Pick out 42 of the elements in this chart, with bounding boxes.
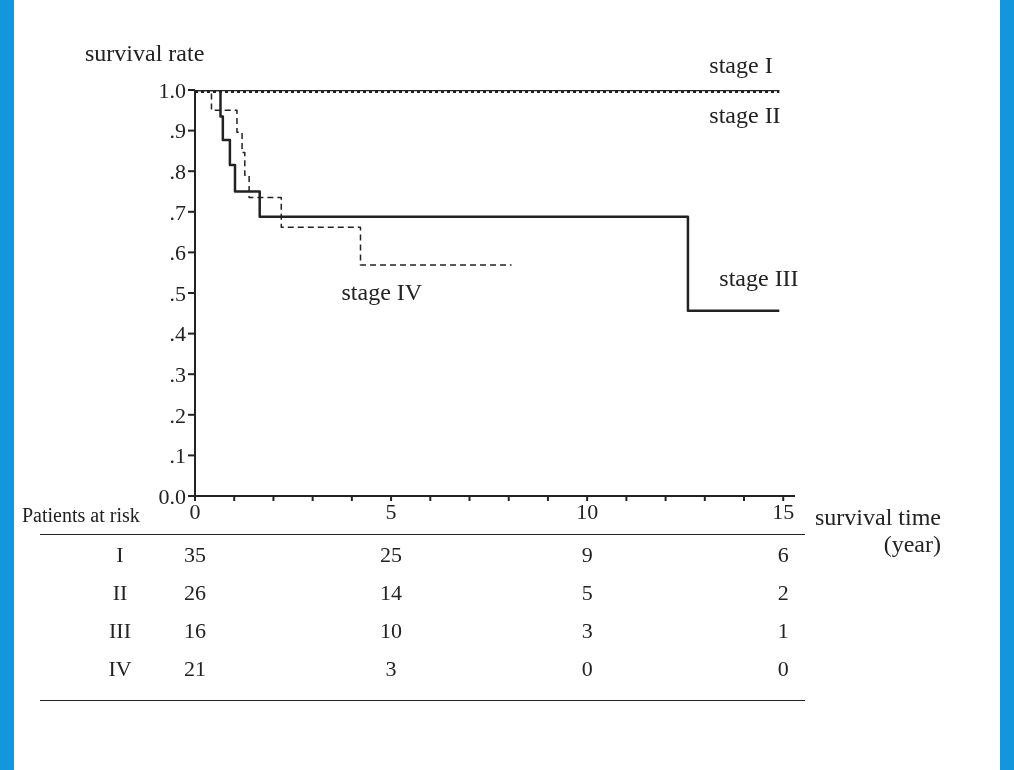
text: 9 xyxy=(580,542,594,568)
text: 35 xyxy=(183,542,207,568)
y-tick-label: 1.0 xyxy=(158,77,186,103)
y-tick-label: .7 xyxy=(169,199,186,225)
text: III xyxy=(108,618,132,644)
text: 26 xyxy=(183,580,207,606)
text: 14 xyxy=(379,580,404,606)
text: 25 xyxy=(379,542,404,568)
x-tick-label: 10 xyxy=(576,498,599,524)
text: 0 xyxy=(776,656,790,682)
y-tick-label: .9 xyxy=(169,118,186,144)
text: I xyxy=(115,542,125,568)
text: 0 xyxy=(580,656,594,682)
x-tick-label: 15 xyxy=(772,498,795,524)
x-tick-label: 0 xyxy=(189,498,201,524)
y-axis-title: survival rate xyxy=(85,40,205,67)
y-tick-label: .8 xyxy=(169,159,186,185)
series-label: stage II xyxy=(709,102,781,129)
text: 5 xyxy=(580,580,594,606)
text: II xyxy=(111,580,129,606)
y-tick-label: .1 xyxy=(169,443,186,469)
text: 21 xyxy=(183,656,207,682)
text: 16 xyxy=(183,618,207,644)
series-label: stage IV xyxy=(341,278,423,306)
y-tick-label: .5 xyxy=(169,280,186,306)
text: Patients at risk xyxy=(22,504,140,527)
text: 2 xyxy=(776,580,790,606)
y-tick-label: 0.0 xyxy=(158,483,186,509)
text: 1 xyxy=(776,618,790,644)
text: 3 xyxy=(384,656,398,682)
series-label: stage III xyxy=(719,264,799,292)
y-tick-label: .2 xyxy=(169,402,186,428)
y-tick-label: .6 xyxy=(169,240,186,266)
y-tick-label: .4 xyxy=(169,321,186,347)
text: 6 xyxy=(776,542,790,568)
series-label: stage I xyxy=(709,52,773,79)
text: 3 xyxy=(580,618,594,644)
text: IV xyxy=(107,656,133,682)
y-tick-label: .3 xyxy=(169,362,186,388)
text: 10 xyxy=(379,618,404,644)
x-axis-title: survival time (year) xyxy=(815,504,941,558)
x-tick-label: 5 xyxy=(385,498,397,524)
